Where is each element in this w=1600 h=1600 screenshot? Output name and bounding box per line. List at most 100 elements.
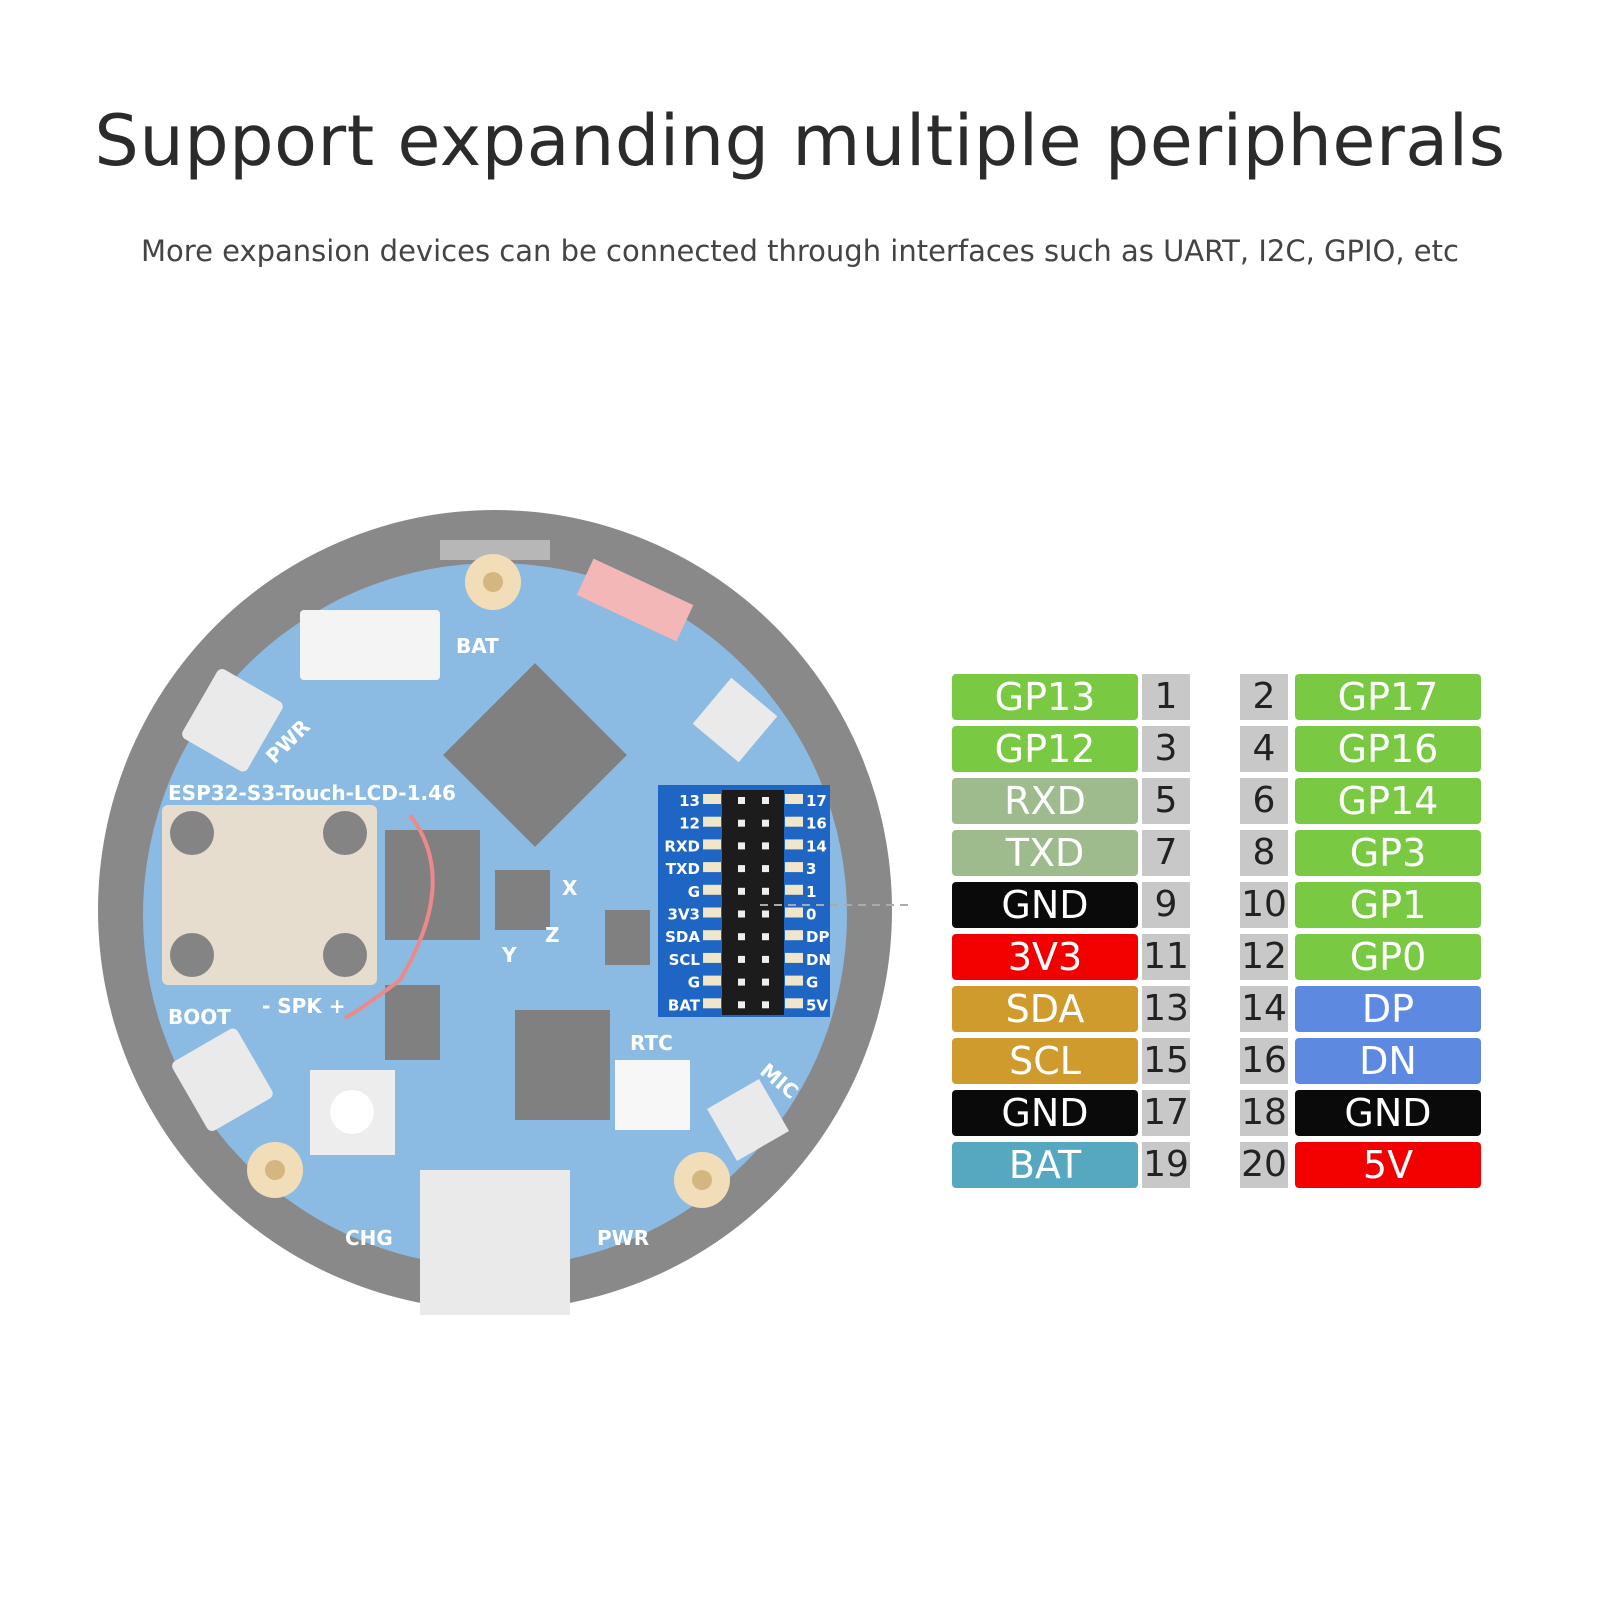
header-pin (738, 1001, 745, 1009)
solder-pad (703, 816, 721, 827)
pin-number: 9 (1142, 882, 1190, 928)
header-label-left: G (688, 974, 700, 992)
header-label-right: DN (806, 951, 831, 969)
pin-number: 3 (1142, 726, 1190, 772)
pin-number: 5 (1142, 778, 1190, 824)
solder-pad (785, 839, 803, 850)
pin-label: DN (1295, 1038, 1481, 1084)
solder-pad (703, 862, 721, 873)
pin-label: 3V3 (952, 934, 1138, 980)
solder-pad (703, 907, 721, 918)
pin-label: GP1 (1295, 882, 1481, 928)
header-pin (762, 865, 769, 873)
header-label-right: 1 (806, 883, 816, 901)
solder-pad (703, 884, 721, 895)
header-label-right: DP (806, 928, 829, 946)
header-label-left: SCL (669, 951, 701, 969)
esp32-chip (443, 663, 627, 847)
header-pin (762, 933, 769, 941)
header-label-right: 5V (806, 996, 828, 1014)
pin-number: 8 (1240, 830, 1288, 876)
header-pin (762, 842, 769, 850)
header-pin (738, 978, 745, 986)
boot-button (172, 1028, 273, 1131)
pin-number: 7 (1142, 830, 1190, 876)
header-label-left: 3V3 (668, 906, 700, 924)
solder-pad (703, 952, 721, 963)
silk-axis-y: Y (501, 943, 517, 967)
header-pin (738, 887, 745, 895)
pin-number: 6 (1240, 778, 1288, 824)
silk-chg: CHG (345, 1226, 393, 1250)
solder-pad (703, 930, 721, 941)
pin-number: 16 (1240, 1038, 1288, 1084)
pin-number: 14 (1240, 986, 1288, 1032)
page-title: Support expanding multiple peripherals (94, 100, 1506, 182)
silk-bat: BAT (456, 634, 499, 658)
pin-number: 12 (1240, 934, 1288, 980)
header-pin (738, 819, 745, 827)
pin-number: 13 (1142, 986, 1190, 1032)
pin-label: GP14 (1295, 778, 1481, 824)
header-label-right: 3 (806, 860, 816, 878)
pin-number: 19 (1142, 1142, 1190, 1188)
pin-label: GND (952, 1090, 1138, 1136)
pin-label: SDA (952, 986, 1138, 1032)
header-pin (738, 842, 745, 850)
header-pin (762, 797, 769, 804)
pin-number: 17 (1142, 1090, 1190, 1136)
audio-chip (515, 1010, 610, 1120)
header-pin (762, 819, 769, 827)
header-label-left: BAT (668, 996, 701, 1014)
header-label-left: 13 (679, 792, 700, 810)
solder-pad (703, 998, 721, 1009)
pin-label: RXD (952, 778, 1138, 824)
power-button (182, 669, 283, 772)
header-label-left: 12 (679, 815, 700, 833)
solder-pad (703, 839, 721, 850)
pin-label: GP0 (1295, 934, 1481, 980)
pin-number: 4 (1240, 726, 1288, 772)
header-pin (762, 887, 769, 895)
solder-pad (703, 975, 721, 986)
pin-label: GP3 (1295, 830, 1481, 876)
solder-pad (785, 930, 803, 941)
pin-number: 1 (1142, 674, 1190, 720)
header-pin (762, 1001, 769, 1009)
board-name-label: ESP32-S3-Touch-LCD-1.46 (168, 781, 456, 805)
pin-number: 2 (1240, 674, 1288, 720)
board-faded-body: ESP32-S3-Touch-LCD-1.46 BAT PWR BOOT - S… (98, 510, 892, 1315)
pin-label: 5V (1295, 1142, 1481, 1188)
header-label-right: 17 (806, 792, 827, 810)
solder-pad (785, 816, 803, 827)
silk-boot: BOOT (168, 1005, 231, 1029)
solder-pad (703, 794, 721, 804)
pin-label: TXD (952, 830, 1138, 876)
solder-pad (785, 794, 803, 804)
header-label-right: G (806, 974, 818, 992)
pin-number: 18 (1240, 1090, 1288, 1136)
gpio-header: 13 17 12 16 RXD 14 TXD 3 G 1 3V3 0 SDA DP SCL DN G G BAT 5V (658, 785, 831, 1017)
solder-pad (785, 975, 803, 986)
header-pin (738, 865, 745, 873)
pin-label: SCL (952, 1038, 1138, 1084)
header-label-left: G (688, 883, 700, 901)
pin-number: 15 (1142, 1038, 1190, 1084)
pin-label: GP16 (1295, 726, 1481, 772)
header-pin (762, 955, 769, 963)
pin-label: GP13 (952, 674, 1138, 720)
page-subtitle: More expansion devices can be connected … (141, 234, 1459, 268)
pin-label: DP (1295, 986, 1481, 1032)
sd-card-slot (162, 805, 377, 985)
header-label-right: 14 (806, 837, 827, 855)
header-pin (762, 978, 769, 986)
header-label-right: 16 (806, 815, 827, 833)
header-label-left: SDA (665, 928, 700, 946)
header-pin (738, 797, 745, 804)
board-illustration: ESP32-S3-Touch-LCD-1.46 BAT PWR BOOT - S… (98, 510, 910, 1315)
usb-c-port (420, 1170, 570, 1315)
pin-number: 11 (1142, 934, 1190, 980)
solder-pad (785, 862, 803, 873)
silk-pwr-bottom: PWR (597, 1226, 649, 1250)
rtc-connector (615, 1060, 690, 1130)
